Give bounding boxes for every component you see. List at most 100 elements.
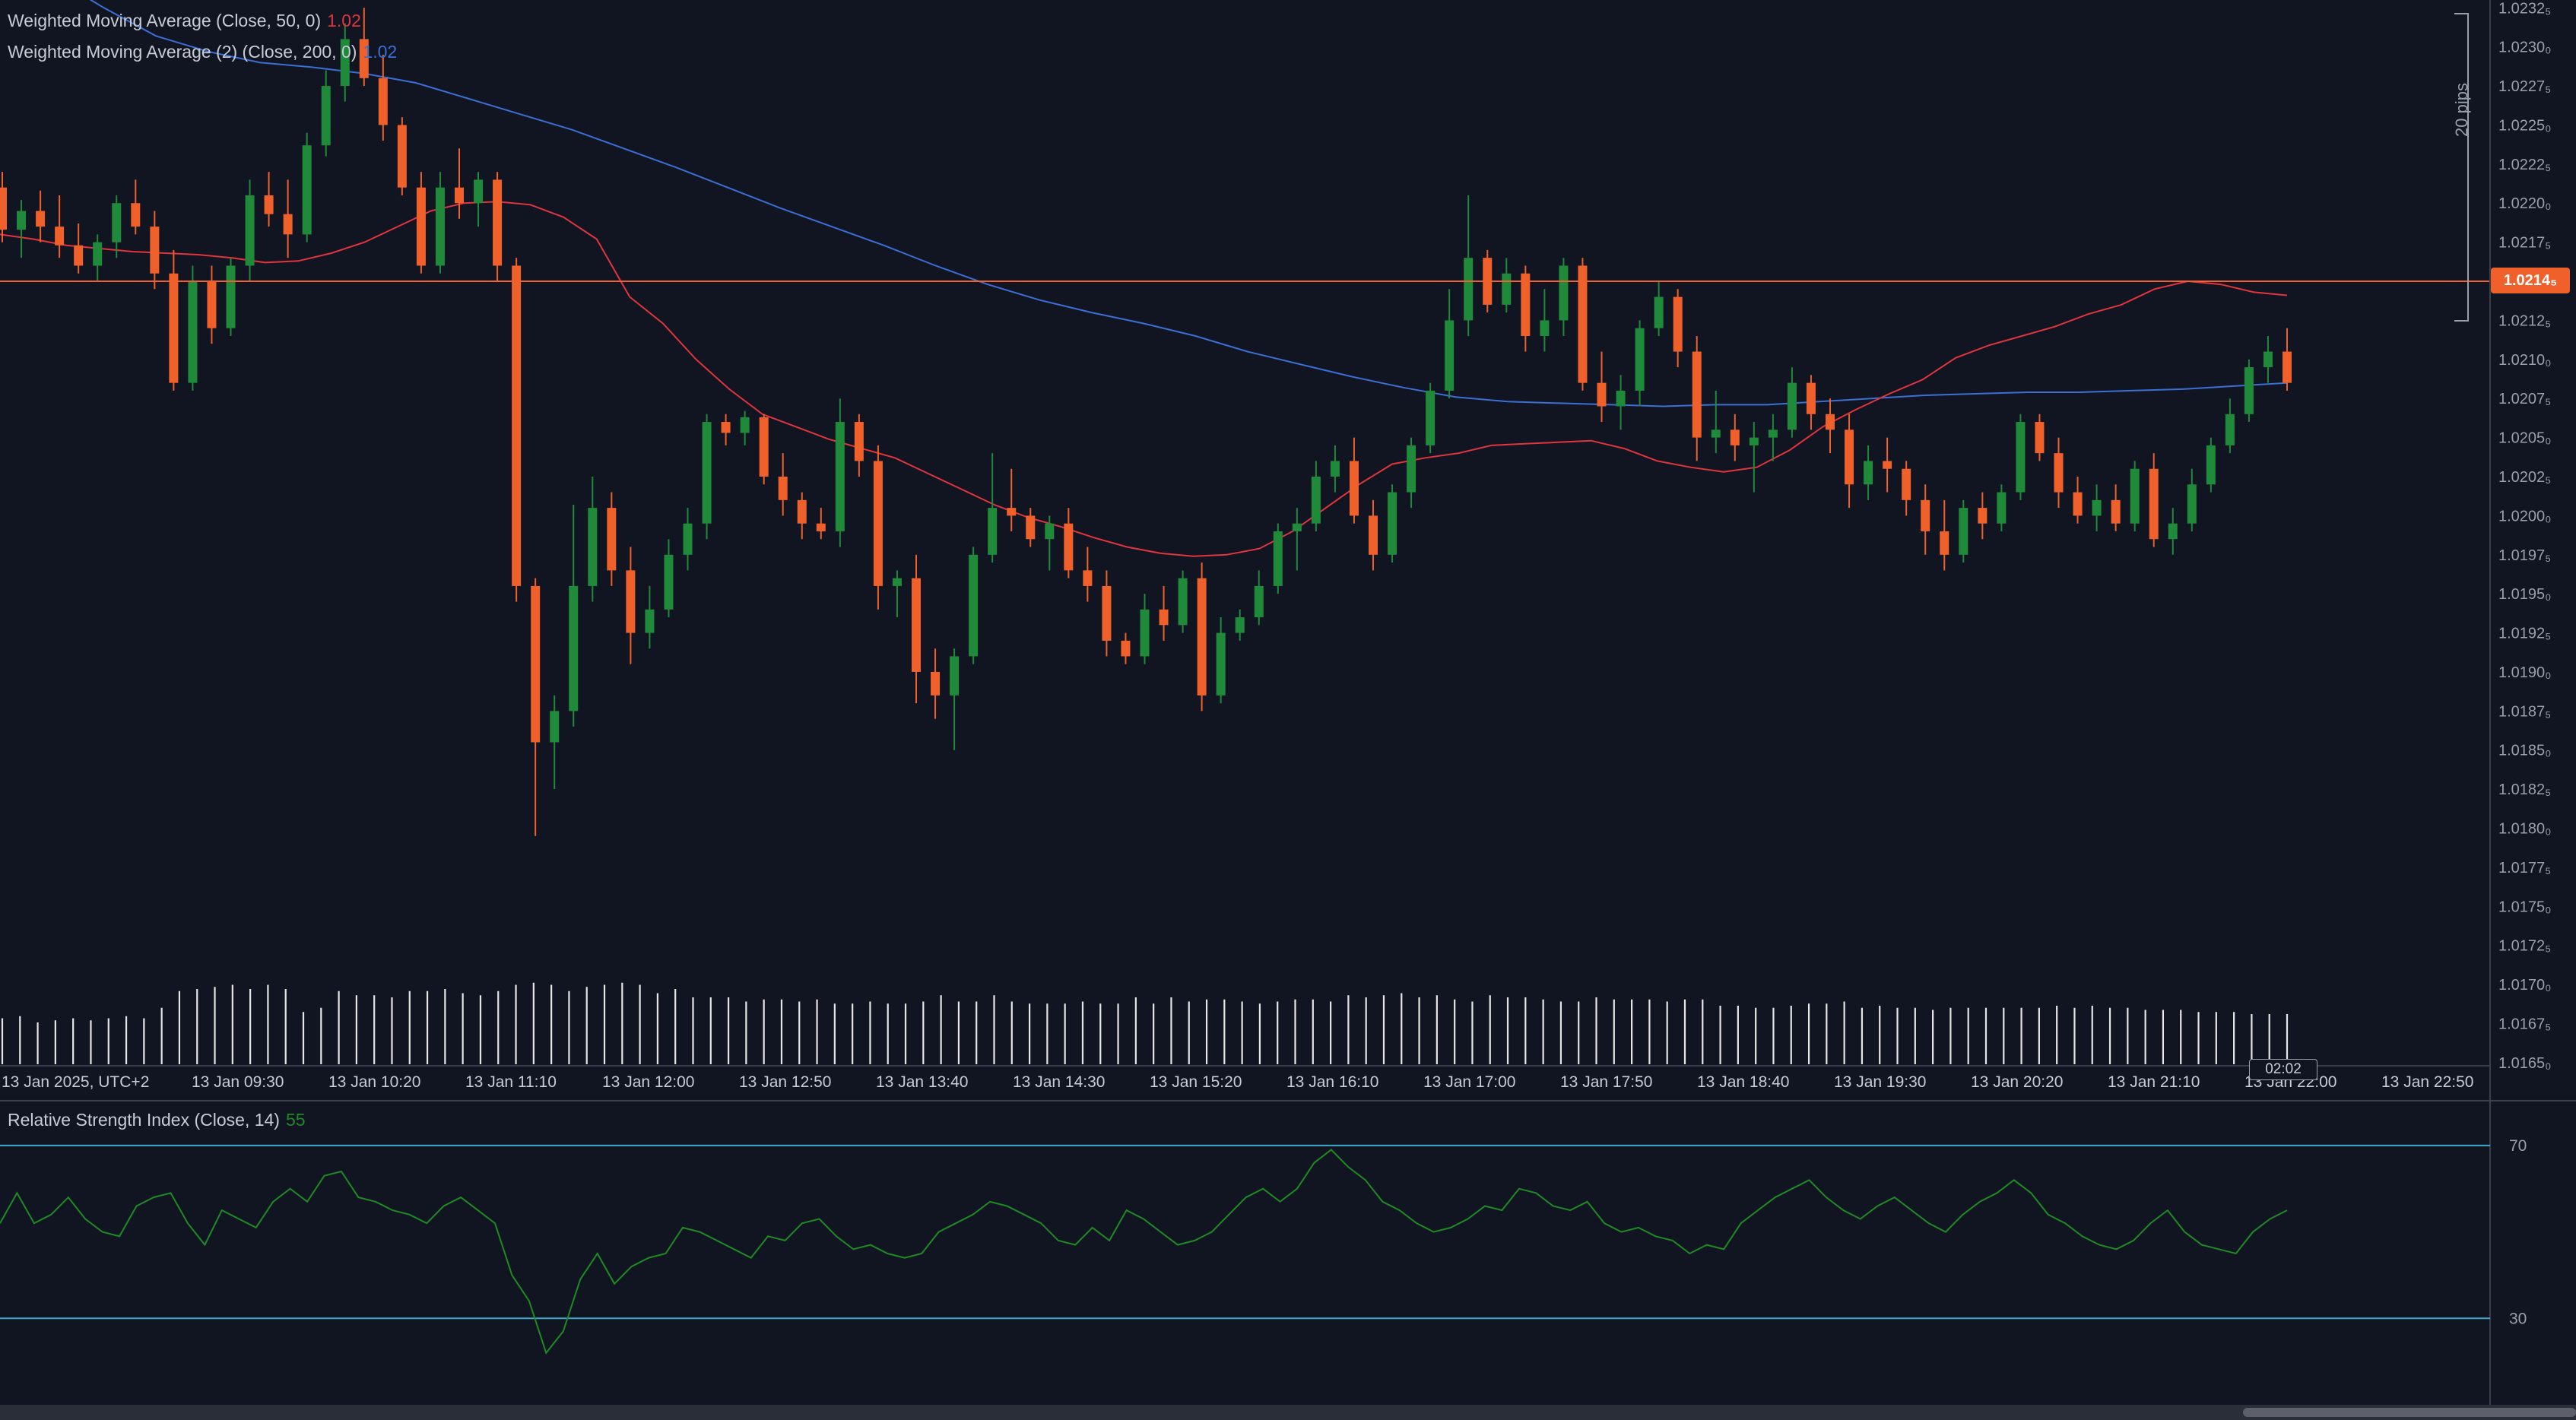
price-tick-label: 1.0197₅ <box>2498 547 2551 564</box>
candle-body <box>2206 445 2216 485</box>
price-tick-label: 1.0167₅ <box>2498 1016 2551 1032</box>
current-price-tag: 1.0214₅ <box>2491 268 2570 293</box>
candle-body <box>569 585 579 712</box>
price-tick-label: 1.0222₅ <box>2498 157 2551 173</box>
price-tick-label: 1.0225₀ <box>2498 117 2551 134</box>
candle-body <box>0 187 7 230</box>
horizontal-scrollbar[interactable] <box>0 1405 2576 1420</box>
candle-body <box>1349 461 1359 516</box>
price-tick-label: 1.0227₅ <box>2498 78 2551 95</box>
candle-body <box>2149 468 2159 540</box>
candle-body <box>1673 296 1683 352</box>
candle-body <box>607 508 617 571</box>
candle-body <box>721 422 731 433</box>
time-tick-label: 13 Jan 12:50 <box>739 1073 831 1091</box>
candle-body <box>245 195 255 266</box>
candle-body <box>645 609 655 633</box>
legend-wma-50[interactable]: Weighted Moving Average (Close, 50, 0) 1.… <box>8 11 361 31</box>
legend-wma-50-value: 1.02 <box>327 11 361 30</box>
legend-wma-50-label: Weighted Moving Average (Close, 50, 0) <box>8 11 322 30</box>
candle-body <box>1197 578 1207 696</box>
time-tick-label: 13 Jan 17:50 <box>1560 1073 1652 1091</box>
candle-body <box>93 242 103 266</box>
candle-body <box>1787 382 1797 430</box>
price-tick-label: 1.0175₀ <box>2498 899 2551 915</box>
candle-body <box>1597 382 1607 407</box>
candle-body <box>2168 523 2178 540</box>
price-tick-label: 1.0210₀ <box>2498 352 2551 369</box>
time-tick-label: 13 Jan 2025, UTC+2 <box>2 1073 149 1091</box>
candle-body <box>17 211 27 230</box>
price-tick-label: 1.0212₅ <box>2498 312 2551 329</box>
candle-body <box>1578 265 1588 383</box>
candle-body <box>2263 351 2273 368</box>
wma-200-path <box>89 0 2288 407</box>
candle-body <box>207 281 217 328</box>
scrollbar-thumb[interactable] <box>2243 1408 2576 1417</box>
candle-body <box>226 265 236 328</box>
candle-body <box>1235 617 1245 633</box>
time-tick-label: 13 Jan 10:20 <box>328 1073 420 1091</box>
legend-rsi[interactable]: Relative Strength Index (Close, 14) 55 <box>8 1110 306 1130</box>
candle-body <box>1768 429 1778 438</box>
time-tick-label: 13 Jan 13:40 <box>876 1073 968 1091</box>
price-tick-label: 1.0205₀ <box>2498 430 2551 447</box>
price-tick-label: 1.0232₅ <box>2498 0 2551 17</box>
candle-body <box>1921 499 1930 531</box>
candle-body <box>912 578 921 672</box>
rsi-path <box>0 1149 2288 1355</box>
time-tick-label: 13 Jan 12:00 <box>602 1073 694 1091</box>
candle-body <box>55 227 65 246</box>
candle-body <box>1102 585 1112 641</box>
wma-50-path <box>0 201 2288 557</box>
candle-body <box>1959 508 1968 555</box>
candle-body <box>892 578 902 586</box>
price-tick-label: 1.0200₀ <box>2498 508 2551 525</box>
candle-body <box>531 585 541 743</box>
candle-body <box>1426 390 1436 445</box>
candle-body <box>1121 640 1131 657</box>
candle-body <box>1178 578 1188 626</box>
time-tick-label: 13 Jan 14:30 <box>1013 1073 1105 1091</box>
candle-body <box>2111 499 2121 524</box>
legend-wma-200[interactable]: Weighted Moving Average (2) (Close, 200,… <box>8 42 397 62</box>
candle-body <box>150 227 160 274</box>
candle-body <box>1464 258 1474 321</box>
candle-body <box>626 570 636 633</box>
rsi-level-label: 70 <box>2509 1137 2527 1155</box>
candle-body <box>112 203 122 242</box>
candle-body <box>1254 585 1264 618</box>
candle-body <box>2035 422 2045 454</box>
candle-body <box>2073 492 2083 516</box>
candle-body <box>1749 437 1759 445</box>
candle-body <box>778 476 788 500</box>
candle-body <box>816 523 826 531</box>
candle-body <box>131 203 141 227</box>
candle-body <box>1806 382 1816 414</box>
candle-body <box>1330 461 1340 477</box>
time-tick-label: 13 Jan 17:00 <box>1423 1073 1515 1091</box>
candle-body <box>2054 453 2064 493</box>
candle-body <box>1216 632 1226 696</box>
price-tick-label: 1.0187₅ <box>2498 703 2551 720</box>
candle-body <box>1311 476 1321 524</box>
price-tick-label: 1.0195₀ <box>2498 586 2551 603</box>
candle-body <box>493 179 503 266</box>
candle-body <box>1978 508 1988 524</box>
candle-body <box>873 461 883 586</box>
price-tick-label: 1.0185₀ <box>2498 743 2551 759</box>
candlesticks <box>0 8 2292 836</box>
candle-body <box>2130 468 2140 524</box>
wma-50-line <box>0 201 2288 557</box>
candle-body <box>1635 328 1645 391</box>
candle-body <box>455 187 464 204</box>
candle-body <box>474 179 484 204</box>
price-tick-label: 1.0230₀ <box>2498 40 2551 56</box>
candle-body <box>1711 429 1721 438</box>
rsi-level-lines: 70 30 <box>0 1137 2527 1327</box>
candle-body <box>1521 273 1531 336</box>
candle-body <box>397 125 407 188</box>
candle-body <box>931 671 941 696</box>
